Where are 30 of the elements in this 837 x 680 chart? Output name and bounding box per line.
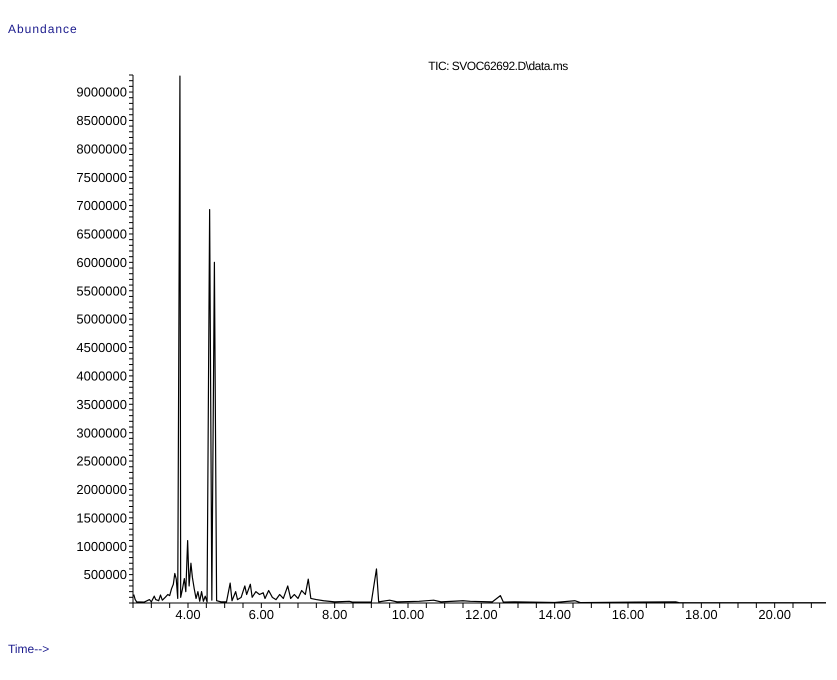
y-tick-label: 3500000 xyxy=(76,396,127,412)
y-tick-label: 3000000 xyxy=(76,425,127,440)
y-tick-label: 2500000 xyxy=(76,454,127,469)
y-tick-label: 4500000 xyxy=(76,340,127,356)
x-tick-label: 10.00 xyxy=(392,607,424,622)
y-tick-label: 1500000 xyxy=(76,510,127,526)
y-tick-label: 5500000 xyxy=(76,283,127,298)
y-tick-label: 8000000 xyxy=(76,141,127,156)
x-tick-label: 8.00 xyxy=(322,607,348,622)
y-tick-label: 7500000 xyxy=(76,170,127,185)
y-tick-label: 6500000 xyxy=(76,226,127,242)
x-tick-label: 6.00 xyxy=(248,607,274,622)
y-tick-label: 1000000 xyxy=(76,538,127,554)
y-tick-label: 4000000 xyxy=(76,368,127,384)
y-tick-label: 6000000 xyxy=(76,254,127,270)
y-tick-label: 8500000 xyxy=(76,113,127,128)
x-tick-label: 20.00 xyxy=(758,607,791,622)
x-tick-label: 18.00 xyxy=(685,607,718,622)
chart-title: TIC: SVOC62692.D\data.ms xyxy=(427,59,569,73)
x-axis-title: Time--> xyxy=(8,642,50,656)
x-tick-label: 14.00 xyxy=(538,607,571,622)
y-tick-label: 7000000 xyxy=(76,198,127,214)
y-tick-label: 500000 xyxy=(84,567,127,582)
y-axis-title: Abundance xyxy=(8,22,78,36)
x-tick-label: 12.00 xyxy=(465,607,498,622)
y-tick-label: 9000000 xyxy=(76,84,127,100)
x-tick-label: 4.00 xyxy=(175,607,201,622)
x-tick-label: 16.00 xyxy=(612,607,644,622)
y-tick-label: 5000000 xyxy=(76,312,127,327)
y-tick-label: 2000000 xyxy=(76,482,127,498)
